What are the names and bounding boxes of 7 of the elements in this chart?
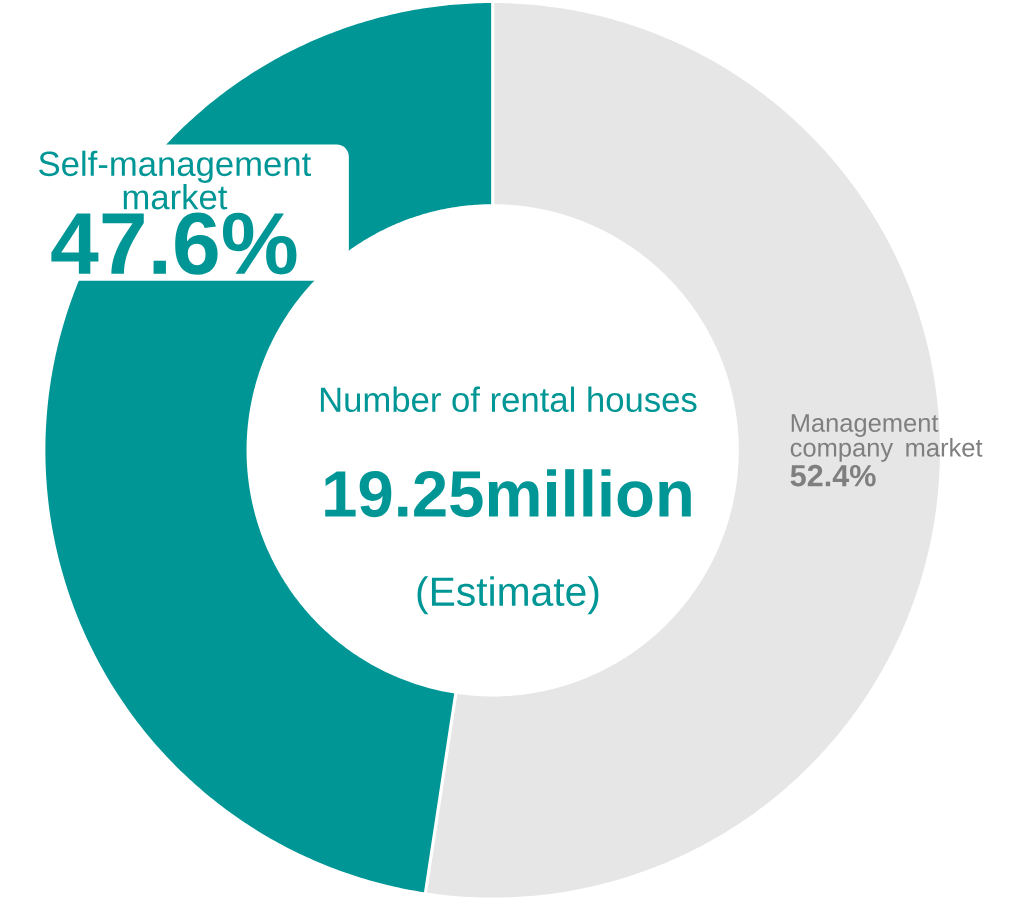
slice-label: Management company market — [790, 414, 983, 462]
data-label: 47.6% — [51, 212, 297, 275]
data-label: 52.4% — [790, 464, 876, 487]
slice-label: Self-management market — [39, 150, 311, 210]
text: (Estimate) — [417, 576, 599, 615]
text: 19.25million — [325, 469, 691, 518]
text: Number of rental houses — [320, 386, 697, 413]
